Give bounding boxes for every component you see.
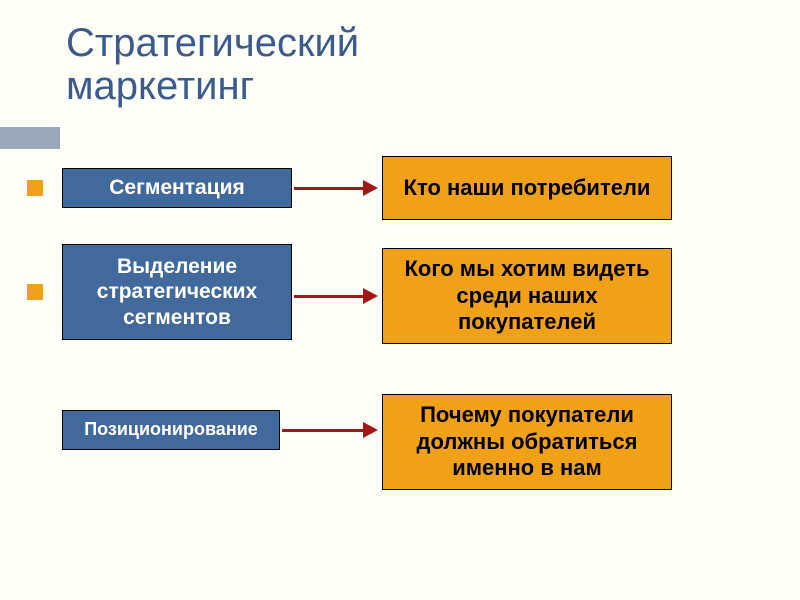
slide-title: Стратегический маркетинг	[66, 22, 800, 108]
description-label: Почему покупатели должны обратиться имен…	[389, 402, 665, 481]
concept-box-row1: Сегментация	[62, 168, 292, 208]
description-box-row2: Кого мы хотим видеть среди наших покупат…	[382, 248, 672, 344]
title-line-1: Стратегический	[66, 22, 800, 65]
bullet-icon	[27, 284, 43, 300]
description-box-row3: Почему покупатели должны обратиться имен…	[382, 394, 672, 490]
title-line-2: маркетинг	[66, 65, 800, 108]
description-label: Кто наши потребители	[404, 175, 651, 201]
concept-label: Выделение стратегических сегментов	[69, 254, 285, 330]
accent-bar	[0, 127, 60, 149]
bullet-icon	[27, 180, 43, 196]
concept-label: Позиционирование	[84, 419, 258, 441]
concept-box-row2: Выделение стратегических сегментов	[62, 244, 292, 340]
description-box-row1: Кто наши потребители	[382, 156, 672, 220]
description-label: Кого мы хотим видеть среди наших покупат…	[389, 256, 665, 335]
concept-label: Сегментация	[109, 175, 245, 200]
concept-box-row3: Позиционирование	[62, 410, 280, 450]
slide-header: Стратегический маркетинг	[0, 0, 800, 108]
